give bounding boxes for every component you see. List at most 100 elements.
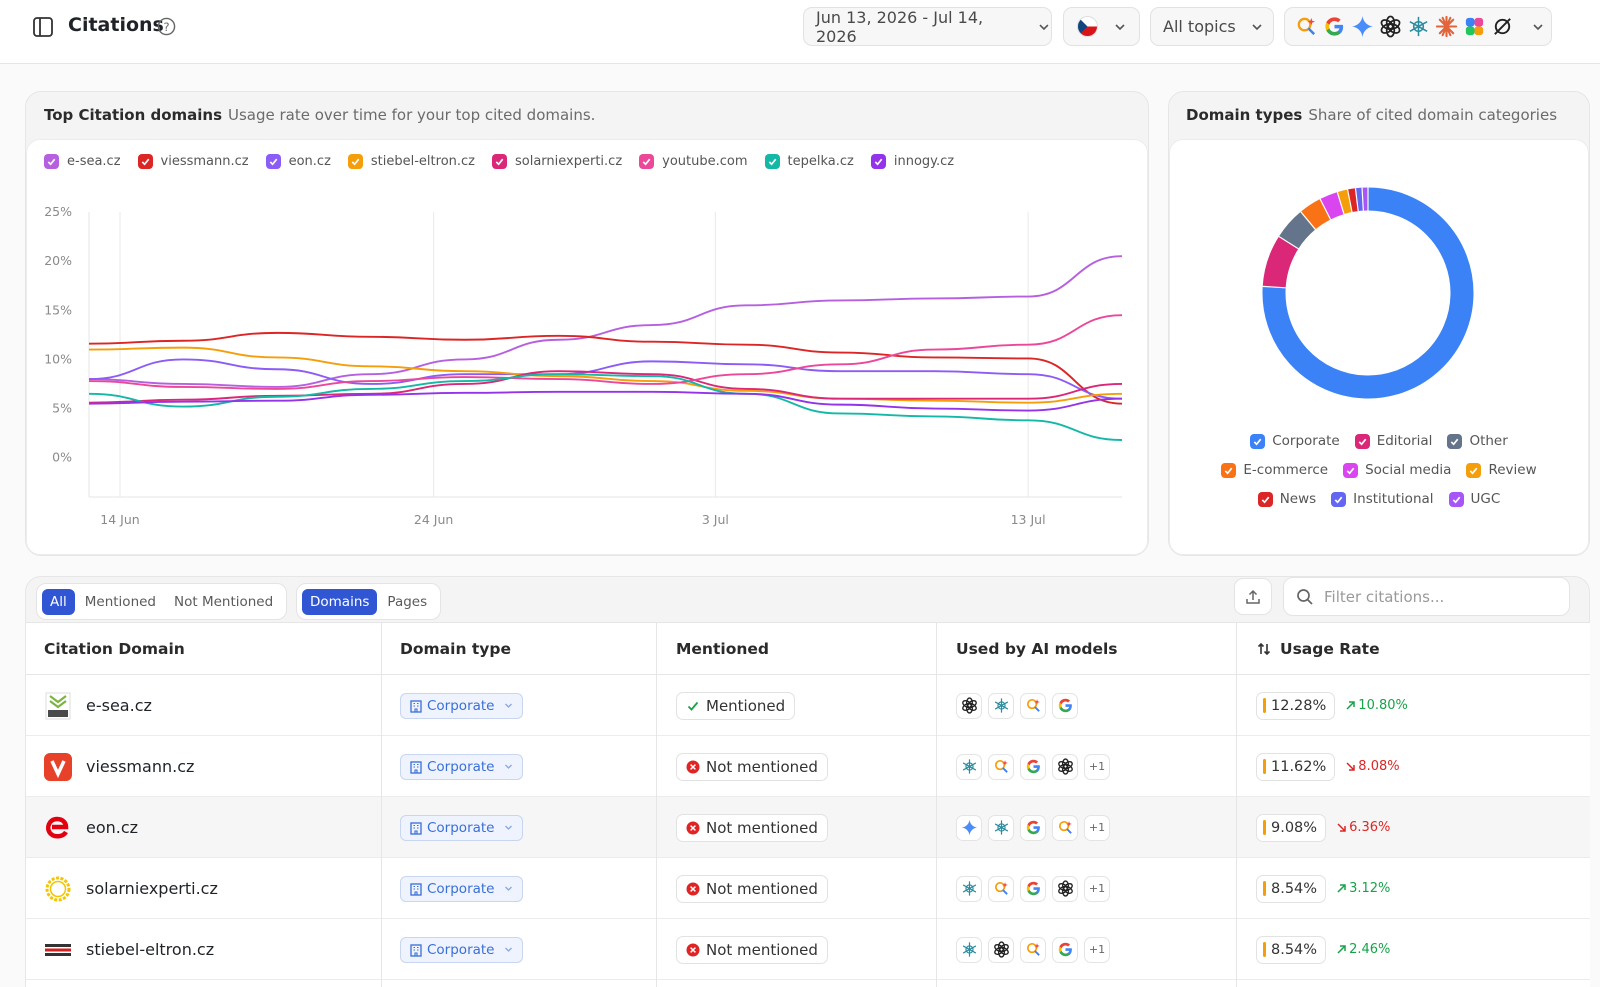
more-models-badge[interactable]: +1 bbox=[1084, 814, 1110, 841]
donut-legend-item[interactable]: News bbox=[1257, 491, 1316, 507]
filter-not-mentioned[interactable]: Not Mentioned bbox=[174, 593, 274, 610]
grok-icon[interactable] bbox=[956, 875, 982, 902]
donut-slice-editorial[interactable] bbox=[1262, 236, 1299, 289]
checkbox[interactable] bbox=[492, 154, 507, 169]
donut-legend-item[interactable]: Institutional bbox=[1331, 491, 1434, 507]
help-icon[interactable]: ? bbox=[157, 17, 176, 36]
checkbox[interactable] bbox=[870, 154, 886, 169]
export-button[interactable] bbox=[1234, 578, 1272, 615]
header-domain-type[interactable]: Domain type bbox=[400, 640, 511, 658]
checkbox[interactable] bbox=[137, 154, 153, 169]
checkbox[interactable] bbox=[764, 154, 780, 169]
copilot-icon[interactable] bbox=[1020, 936, 1046, 963]
donut-slice-other[interactable] bbox=[1278, 211, 1316, 250]
openai-icon[interactable] bbox=[956, 692, 982, 719]
donut-slice-review[interactable] bbox=[1337, 189, 1353, 215]
copilot-icon[interactable] bbox=[1052, 814, 1078, 841]
donut-slice-social-media[interactable] bbox=[1320, 192, 1345, 220]
donut-legend-item[interactable]: Editorial bbox=[1354, 433, 1432, 449]
header-mentioned[interactable]: Mentioned bbox=[676, 640, 769, 658]
checkbox[interactable] bbox=[44, 154, 59, 169]
table-row[interactable]: e-sea.cz Corporate Mentioned 12.28% 10.80% bbox=[26, 675, 1590, 736]
donut-slice-institutional[interactable] bbox=[1355, 187, 1364, 212]
grok-icon[interactable] bbox=[956, 753, 982, 780]
google-icon[interactable] bbox=[1052, 692, 1078, 719]
donut-legend-item[interactable]: Social media bbox=[1343, 462, 1451, 478]
donut-legend-item[interactable]: Corporate bbox=[1250, 433, 1340, 449]
openai-icon[interactable] bbox=[1052, 875, 1078, 902]
copilot-icon[interactable] bbox=[1020, 692, 1046, 719]
donut-slice-e-commerce[interactable] bbox=[1300, 198, 1331, 230]
domain-type-dropdown[interactable]: Corporate bbox=[400, 753, 523, 780]
checkbox[interactable] bbox=[1221, 462, 1237, 478]
legend-item[interactable]: innogy.cz bbox=[870, 154, 954, 169]
legend-item[interactable]: stiebel-eltron.cz bbox=[347, 154, 475, 169]
donut-legend-item[interactable]: E-commerce bbox=[1221, 462, 1328, 478]
domain-name[interactable]: viessmann.cz bbox=[86, 757, 195, 776]
topics-selector[interactable]: All topics bbox=[1150, 7, 1274, 46]
google-icon[interactable] bbox=[1020, 814, 1046, 841]
table-row[interactable]: solarniexperti.cz Corporate Not mentioned +… bbox=[26, 858, 1590, 919]
table-row[interactable]: eon.cz Corporate Not mentioned +1 9.08% 6.36% bbox=[26, 797, 1590, 858]
country-selector[interactable] bbox=[1063, 7, 1140, 46]
domain-type-dropdown[interactable]: Corporate bbox=[400, 814, 523, 841]
google-icon[interactable] bbox=[1052, 936, 1078, 963]
domain-name[interactable]: solarniexperti.cz bbox=[86, 879, 218, 898]
domain-name[interactable]: eon.cz bbox=[86, 818, 139, 837]
view-domains[interactable]: Domains bbox=[302, 588, 378, 615]
checkbox[interactable] bbox=[347, 154, 363, 169]
copilot-icon[interactable] bbox=[988, 753, 1014, 780]
filter-all[interactable]: All bbox=[42, 588, 75, 615]
sidebar-toggle-icon[interactable] bbox=[32, 16, 54, 38]
legend-item[interactable]: eon.cz bbox=[265, 154, 331, 169]
checkbox[interactable] bbox=[1331, 491, 1347, 507]
openai-icon[interactable] bbox=[1052, 753, 1078, 780]
google-icon[interactable] bbox=[1020, 753, 1046, 780]
legend-item[interactable]: youtube.com bbox=[639, 154, 748, 169]
legend-item[interactable]: solarniexperti.cz bbox=[492, 154, 622, 169]
domain-name[interactable]: e-sea.cz bbox=[86, 696, 152, 715]
donut-legend-item[interactable]: Review bbox=[1466, 462, 1537, 478]
checkbox[interactable] bbox=[1447, 433, 1463, 449]
domain-type-dropdown[interactable]: Corporate bbox=[400, 875, 523, 902]
header-citation-domain[interactable]: Citation Domain bbox=[44, 640, 185, 658]
sort-icon[interactable] bbox=[1256, 641, 1272, 657]
checkbox[interactable] bbox=[1250, 433, 1266, 449]
grok-icon[interactable] bbox=[988, 814, 1014, 841]
donut-slice-news[interactable] bbox=[1347, 188, 1359, 213]
checkbox[interactable] bbox=[1354, 433, 1370, 449]
google-icon[interactable] bbox=[1020, 875, 1046, 902]
checkbox[interactable] bbox=[1257, 491, 1273, 507]
domain-name[interactable]: stiebel-eltron.cz bbox=[86, 940, 215, 959]
table-row[interactable]: viessmann.cz Corporate Not mentioned +1 11.6… bbox=[26, 736, 1590, 797]
legend-item[interactable]: e-sea.cz bbox=[44, 154, 121, 169]
openai-icon[interactable] bbox=[988, 936, 1014, 963]
more-models-badge[interactable]: +1 bbox=[1084, 936, 1110, 963]
copilot-icon[interactable] bbox=[988, 875, 1014, 902]
domain-type-dropdown[interactable]: Corporate bbox=[400, 936, 523, 963]
checkbox[interactable] bbox=[1448, 491, 1464, 507]
more-models-badge[interactable]: +1 bbox=[1084, 875, 1110, 902]
domain-type-dropdown[interactable]: Corporate bbox=[400, 692, 523, 719]
legend-item[interactable]: tepelka.cz bbox=[764, 154, 854, 169]
header-usage-rate[interactable]: Usage Rate bbox=[1256, 623, 1380, 675]
more-models-badge[interactable]: +1 bbox=[1084, 753, 1110, 780]
grok-icon[interactable] bbox=[988, 692, 1014, 719]
donut-legend-item[interactable]: UGC bbox=[1448, 491, 1500, 507]
filter-mentioned[interactable]: Mentioned bbox=[84, 593, 156, 610]
checkbox[interactable] bbox=[1343, 462, 1359, 478]
table-row[interactable]: stiebel-eltron.cz Corporate Not mentioned +… bbox=[26, 919, 1590, 980]
checkbox[interactable] bbox=[1466, 462, 1482, 478]
checkbox[interactable] bbox=[639, 154, 655, 169]
donut-slice-corporate[interactable] bbox=[1262, 187, 1474, 399]
legend-item[interactable]: viessmann.cz bbox=[137, 154, 249, 169]
header-ai-models[interactable]: Used by AI models bbox=[956, 640, 1118, 658]
view-pages[interactable]: Pages bbox=[387, 593, 428, 610]
date-range-picker[interactable]: Jun 13, 2026 - Jul 14, 2026 bbox=[803, 7, 1052, 46]
checkbox[interactable] bbox=[265, 154, 281, 169]
ai-models-selector[interactable] bbox=[1284, 7, 1552, 46]
donut-legend-item[interactable]: Other bbox=[1447, 433, 1508, 449]
gemini-icon[interactable] bbox=[956, 814, 982, 841]
search-input[interactable] bbox=[1324, 587, 1554, 606]
grok-icon[interactable] bbox=[956, 936, 982, 963]
